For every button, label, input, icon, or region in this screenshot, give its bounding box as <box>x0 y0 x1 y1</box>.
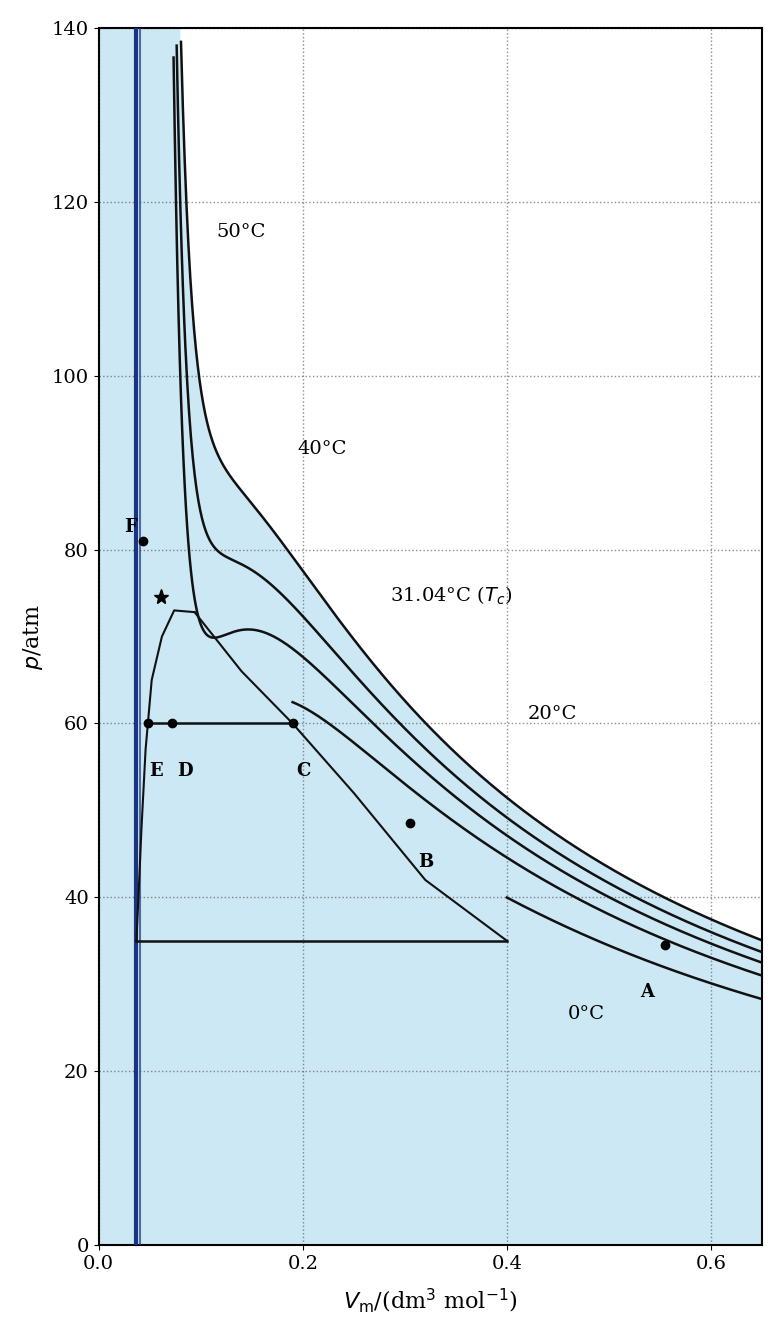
Text: 40°C: 40°C <box>298 440 347 458</box>
Text: C: C <box>297 762 311 780</box>
Text: 20°C: 20°C <box>528 705 577 723</box>
Polygon shape <box>181 28 762 941</box>
Text: F: F <box>124 518 137 536</box>
Text: 31.04°C ($T_c$): 31.04°C ($T_c$) <box>390 585 512 607</box>
Text: B: B <box>418 852 434 871</box>
Text: 50°C: 50°C <box>216 223 265 240</box>
Text: D: D <box>177 762 193 780</box>
Y-axis label: $p$/atm: $p$/atm <box>21 604 45 669</box>
Text: 0°C: 0°C <box>568 1005 605 1023</box>
Polygon shape <box>99 28 762 1245</box>
X-axis label: $V_{\mathrm{m}}$/(dm$^3$ mol$^{-1}$): $V_{\mathrm{m}}$/(dm$^3$ mol$^{-1}$) <box>343 1287 518 1315</box>
Text: E: E <box>150 762 164 780</box>
Text: A: A <box>640 983 654 1002</box>
